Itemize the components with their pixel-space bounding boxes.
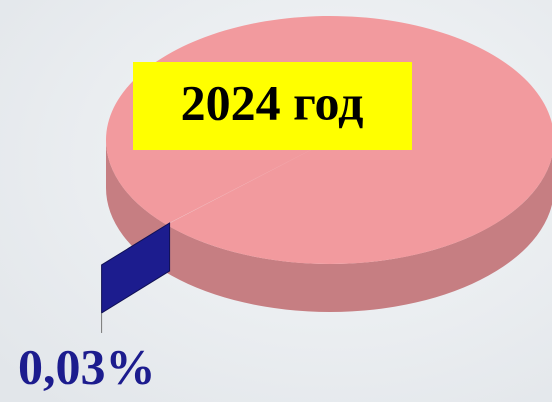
pie-side [106,140,552,312]
chart-title: 2024 год [181,74,364,130]
pie-slice [101,222,171,314]
data-label: 0,03% [18,338,156,394]
title-box [133,62,412,150]
